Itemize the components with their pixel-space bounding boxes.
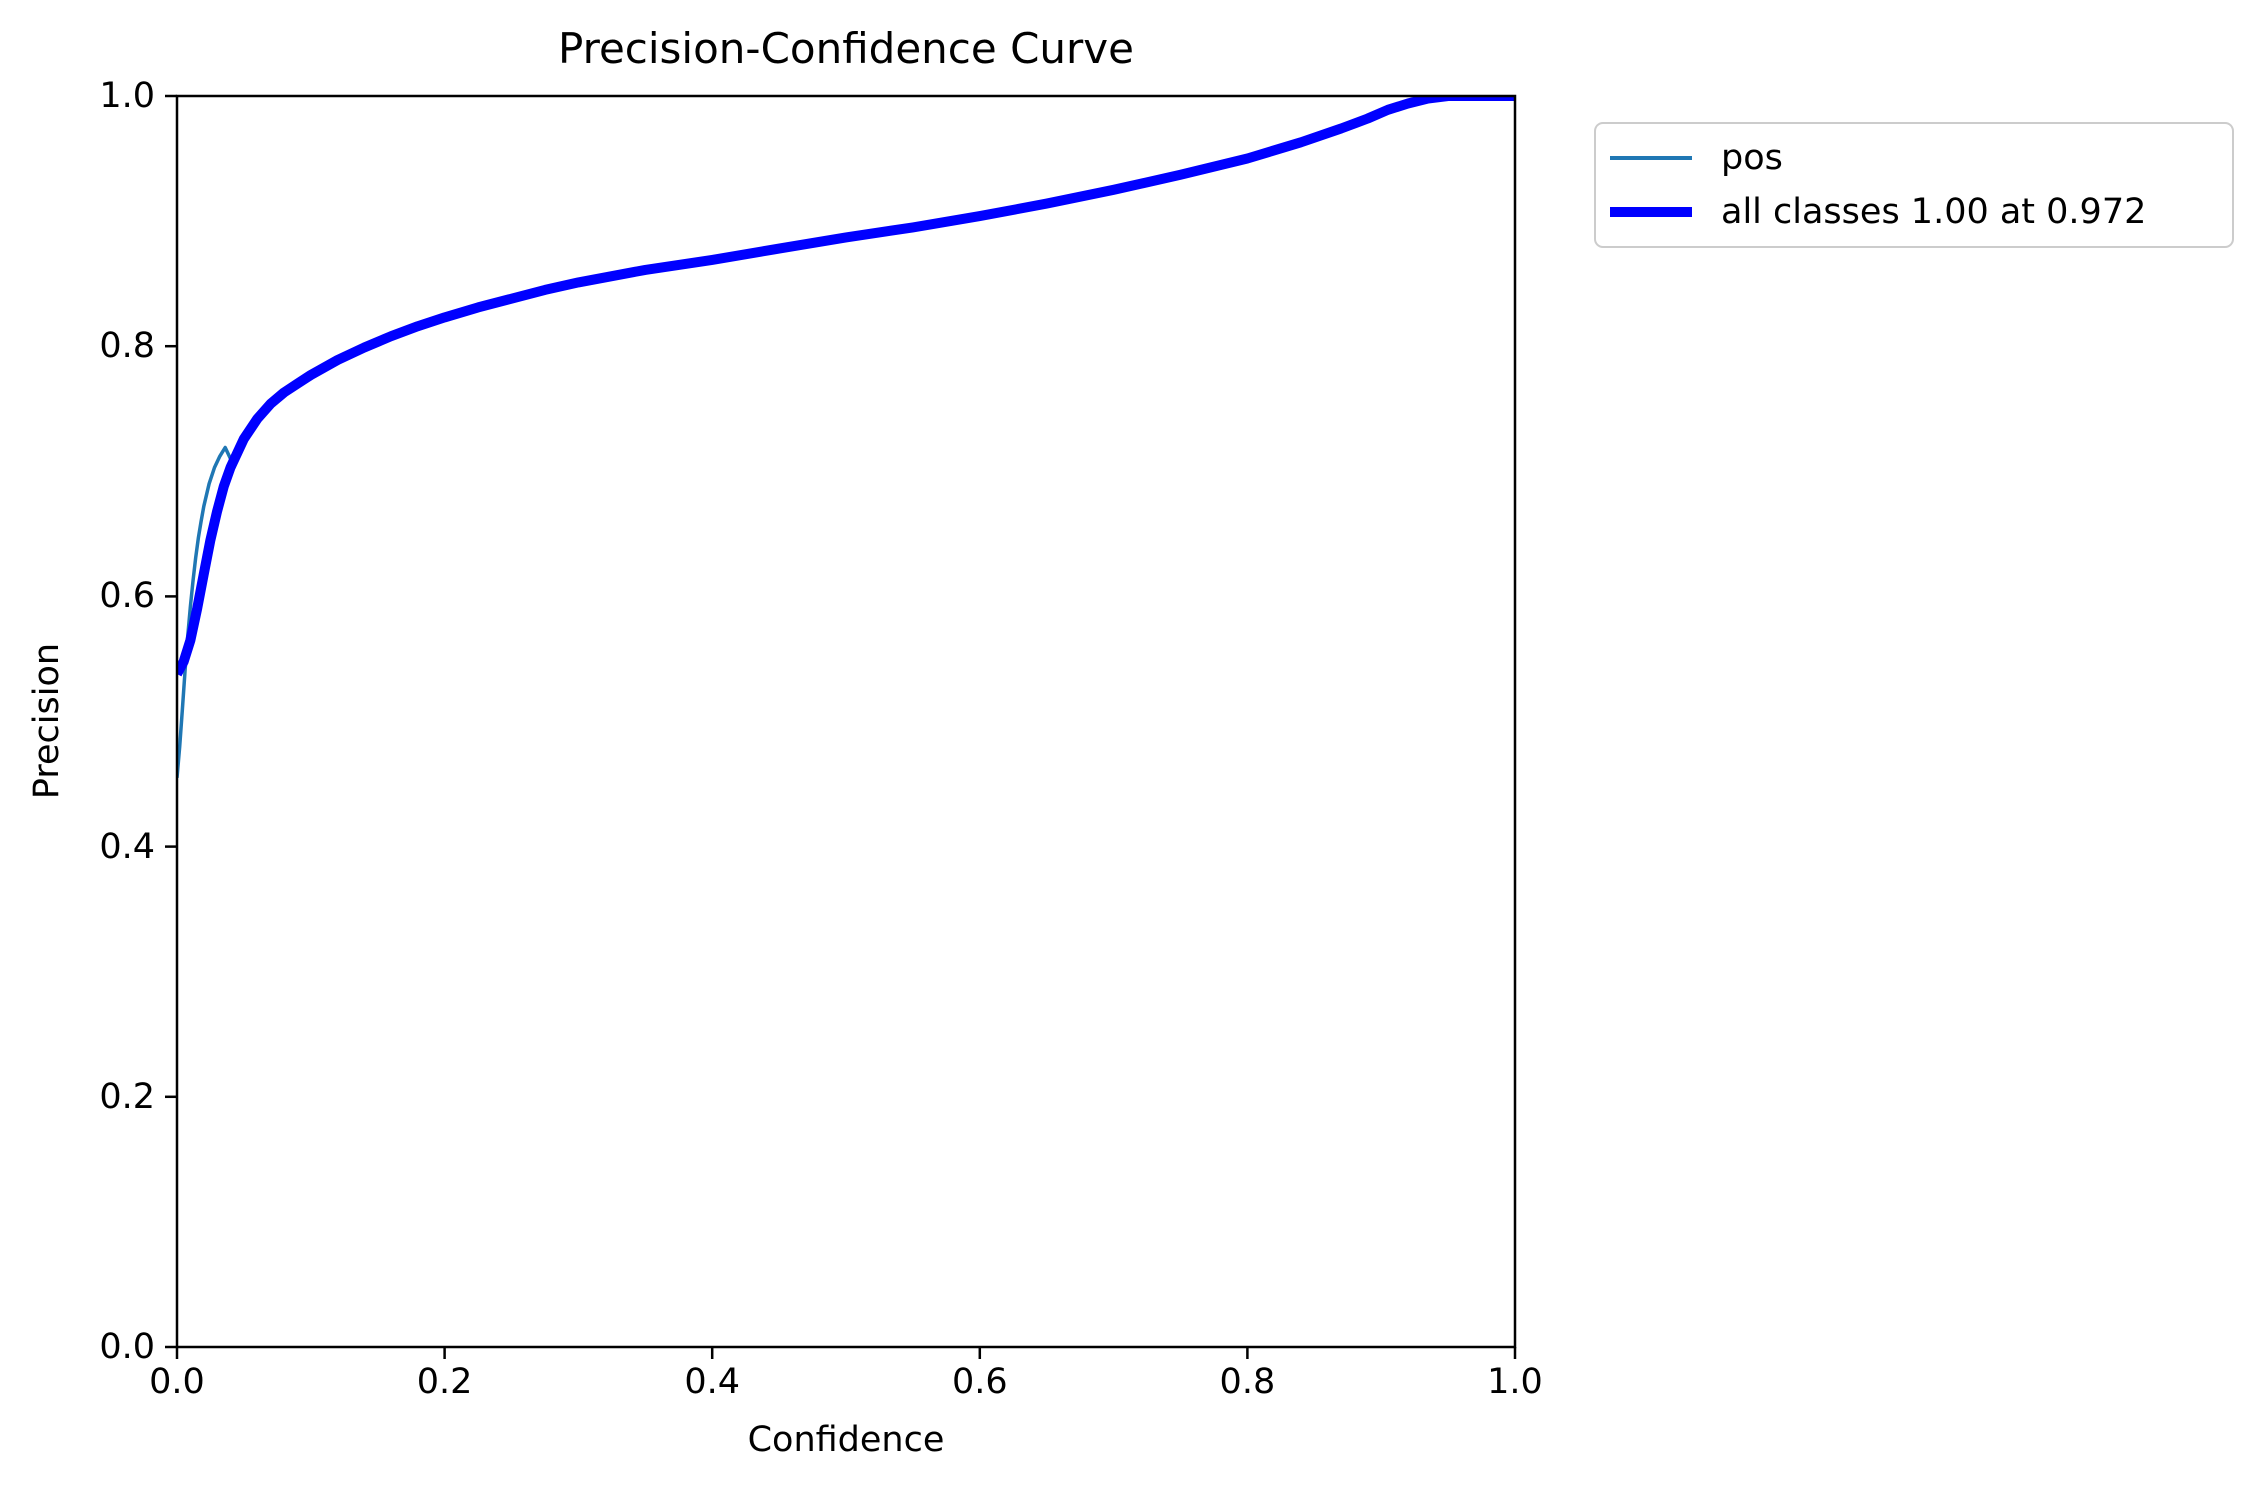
legend-row-1: all classes 1.00 at 0.972	[1610, 192, 2232, 232]
legend-label-1: all classes 1.00 at 0.972	[1721, 192, 2147, 232]
y-tick-label-1.0: 1.0	[99, 76, 155, 116]
curves-group	[177, 96, 1515, 778]
x-tick-label-1.0: 1.0	[1487, 1362, 1543, 1402]
curve-pos	[177, 96, 1515, 778]
chart-title: Precision-Confidence Curve	[558, 24, 1134, 73]
y-tick-label-0.8: 0.8	[99, 326, 155, 367]
x-tick-label-0.4: 0.4	[684, 1362, 741, 1402]
y-tick-label-0.0: 0.0	[99, 1327, 155, 1367]
legend-line-sample-0	[1610, 156, 1692, 160]
y-tick-label-0.4: 0.4	[99, 826, 155, 867]
y-axis-label: Precision	[27, 642, 67, 800]
y-tick-label-0.6: 0.6	[99, 576, 155, 617]
curve-all-classes	[177, 96, 1515, 677]
legend: pos all classes 1.00 at 0.972	[1594, 122, 2234, 248]
legend-line-sample-1	[1610, 207, 1692, 217]
x-axis-label: Confidence	[747, 1420, 945, 1460]
y-tick-label-0.2: 0.2	[99, 1076, 155, 1117]
legend-label-0: pos	[1721, 138, 1783, 178]
axes-frame	[175, 94, 1517, 1349]
x-tick-label-0.6: 0.6	[951, 1362, 1008, 1402]
tick-marks	[165, 94, 1517, 1359]
x-tick-label-0.0: 0.0	[149, 1362, 205, 1402]
x-tick-label-0.2: 0.2	[416, 1362, 473, 1402]
x-tick-label-0.8: 0.8	[1219, 1362, 1276, 1402]
legend-row-0: pos	[1610, 138, 2232, 178]
